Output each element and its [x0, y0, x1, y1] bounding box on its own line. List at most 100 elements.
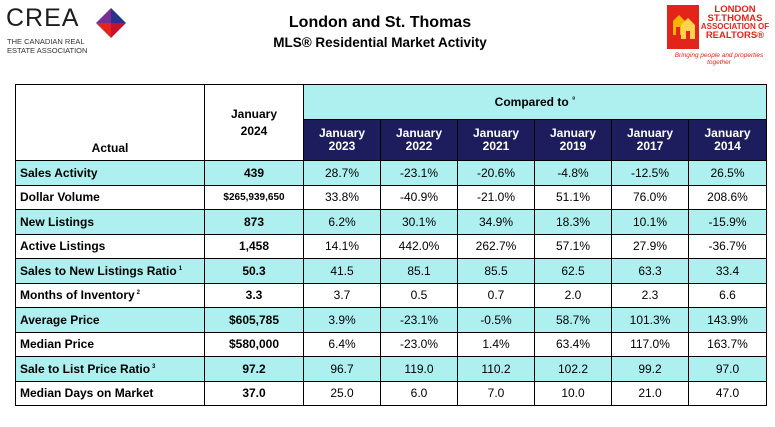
current-value: $265,939,650 [204, 184, 304, 210]
comparison-value: 62.5 [534, 258, 612, 284]
current-period-header: January 2024 [204, 84, 304, 161]
association-tagline: Bringing people and properties together [674, 52, 764, 66]
current-value: $605,785 [204, 307, 304, 333]
table-row: Median Price $580,000 6.4% -23.0% 1.4% 6… [15, 331, 768, 357]
comparison-value: 208.6% [687, 184, 768, 210]
market-activity-table: Actual January 2024 Compared to ⁸ Januar… [15, 84, 768, 406]
table-row: Sales to New Listings Ratio 1 50.3 41.5 8… [15, 258, 768, 284]
comparison-value: 7.0 [457, 380, 535, 406]
comparison-period-header: January 2019 [534, 119, 612, 161]
comparison-value: 2.0 [534, 282, 612, 308]
table-row: New Listings 873 6.2% 30.1% 34.9% 18.3% … [15, 209, 768, 235]
comparison-period-header: January 2014 [687, 119, 768, 161]
comparison-value: 10.0 [534, 380, 612, 406]
comparison-value: 33.8% [303, 184, 381, 210]
comparison-value: 1.4% [457, 331, 535, 357]
actual-header: Actual [15, 84, 205, 161]
row-label: New Listings [15, 209, 205, 235]
comparison-value: 0.7 [457, 282, 535, 308]
comparison-value: 163.7% [687, 331, 768, 357]
comparison-value: 21.0 [611, 380, 689, 406]
comparison-period-header: January 2022 [380, 119, 458, 161]
comparison-value: 96.7 [303, 356, 381, 382]
row-label: Sales Activity [15, 160, 205, 186]
comparison-value: 442.0% [380, 233, 458, 259]
comparison-value: 6.0 [380, 380, 458, 406]
crea-logo: CREA THE CANADIAN REAL ESTATE ASSOCIATIO… [6, 4, 136, 60]
comparison-value: 27.9% [611, 233, 689, 259]
table-row: Median Days on Market 37.0 25.0 6.0 7.0 … [15, 380, 768, 406]
comparison-value: 3.7 [303, 282, 381, 308]
current-value: 439 [204, 160, 304, 186]
comparison-value: 85.5 [457, 258, 535, 284]
comparison-value: -36.7% [687, 233, 768, 259]
comparison-value: 99.2 [611, 356, 689, 382]
current-value: 37.0 [204, 380, 304, 406]
comparison-value: -23.0% [380, 331, 458, 357]
current-value: 97.2 [204, 356, 304, 382]
current-value: 873 [204, 209, 304, 235]
table-row: Average Price $605,785 3.9% -23.1% -0.5%… [15, 307, 768, 333]
comparison-value: 110.2 [457, 356, 535, 382]
footnote-marker: 3 [152, 363, 156, 370]
page-subtitle: MLS® Residential Market Activity [273, 35, 487, 50]
comparison-value: 58.7% [534, 307, 612, 333]
comparison-value: 143.9% [687, 307, 768, 333]
table-row: Sale to List Price Ratio 3 97.2 96.7 119.… [15, 356, 768, 382]
row-label: Sale to List Price Ratio 3 [15, 356, 205, 382]
comparison-period-header: January 2023 [303, 119, 381, 161]
row-label: Average Price [15, 307, 205, 333]
comparison-value: 47.0 [687, 380, 768, 406]
comparison-value: 6.6 [687, 282, 768, 308]
comparison-value: 41.5 [303, 258, 381, 284]
comparison-value: -4.8% [534, 160, 612, 186]
row-label: Median Days on Market [15, 380, 205, 406]
report-titles: London and St. Thomas MLS® Residential M… [230, 14, 530, 50]
comparison-value: -0.5% [457, 307, 535, 333]
comparison-value: 0.5 [380, 282, 458, 308]
row-label: Dollar Volume [15, 184, 205, 210]
association-logo: LONDON ST.THOMAS ASSOCIATION OF REALTORS… [665, 3, 771, 66]
comparison-value: 102.2 [534, 356, 612, 382]
comparison-value: 262.7% [457, 233, 535, 259]
comparison-period-header: January 2021 [457, 119, 535, 161]
comparison-value: -15.9% [687, 209, 768, 235]
footnote-marker: 1 [178, 265, 183, 272]
comparison-value: 26.5% [687, 160, 768, 186]
comparison-value: -23.1% [380, 160, 458, 186]
row-label: Active Listings [15, 233, 205, 259]
comparison-value: 117.0% [611, 331, 689, 357]
comparison-value: 18.3% [534, 209, 612, 235]
comparison-value: 28.7% [303, 160, 381, 186]
comparison-value: 34.9% [457, 209, 535, 235]
row-label: Months of Inventory 2 [15, 282, 205, 308]
comparison-value: -40.9% [380, 184, 458, 210]
comparison-value: 101.3% [611, 307, 689, 333]
table-row: Dollar Volume $265,939,650 33.8% -40.9% … [15, 184, 768, 210]
current-value: $580,000 [204, 331, 304, 357]
crea-wordmark: CREA [6, 4, 80, 32]
comparison-value: 6.2% [303, 209, 381, 235]
comparison-value: 6.4% [303, 331, 381, 357]
comparison-value: -23.1% [380, 307, 458, 333]
comparison-period-header: January 2017 [611, 119, 689, 161]
comparison-value: 85.1 [380, 258, 458, 284]
comparison-value: 63.4% [534, 331, 612, 357]
crea-diamond-icon [96, 8, 126, 38]
table-row: Sales Activity 439 28.7% -23.1% -20.6% -… [15, 160, 768, 186]
comparison-value: 25.0 [303, 380, 381, 406]
comparison-value: -12.5% [611, 160, 689, 186]
comparison-value: -20.6% [457, 160, 535, 186]
comparison-value: 97.0 [687, 356, 768, 382]
comparison-value: 63.3 [611, 258, 689, 284]
comparison-value: 2.3 [611, 282, 689, 308]
footnote-marker: 2 [136, 290, 141, 297]
comparison-value: 51.1% [534, 184, 612, 210]
comparison-value: 3.9% [303, 307, 381, 333]
current-value: 50.3 [204, 258, 304, 284]
association-name: LONDON ST.THOMAS ASSOCIATION OF REALTORS… [700, 4, 770, 41]
comparison-value: 76.0% [611, 184, 689, 210]
crea-subtitle: THE CANADIAN REAL ESTATE ASSOCIATION [7, 37, 88, 55]
table-row: Active Listings 1,458 14.1% 442.0% 262.7… [15, 233, 768, 259]
comparison-value: 30.1% [380, 209, 458, 235]
